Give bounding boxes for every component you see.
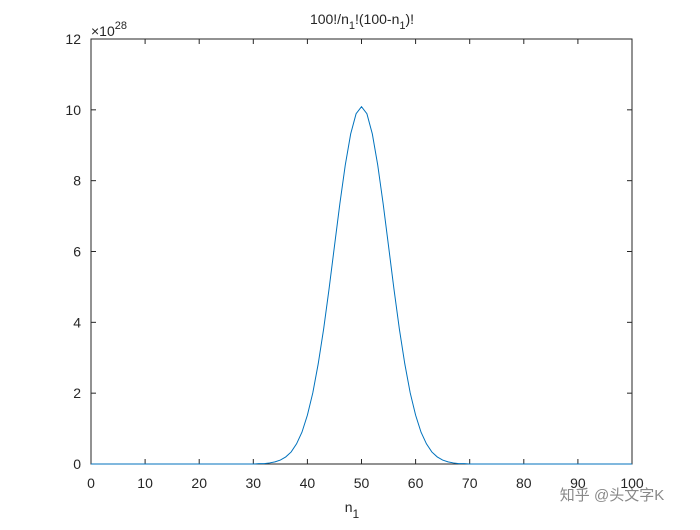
x-tick-label: 30	[246, 475, 262, 491]
y-tick-label: 4	[73, 314, 81, 330]
y-tick-label: 6	[73, 244, 81, 260]
y-exponent: ×1028	[91, 20, 127, 39]
plot-box	[90, 38, 633, 465]
y-tick-label: 10	[65, 102, 81, 118]
x-tick-label: 0	[87, 475, 95, 491]
line	[91, 105, 632, 465]
x-tick-label: 50	[354, 475, 370, 491]
x-tick-label: 20	[191, 475, 207, 491]
y-tick-label: 8	[73, 173, 81, 189]
x-tick-label: 100	[620, 475, 644, 491]
x-tick-label: 90	[570, 475, 586, 491]
y-tick-label: 2	[73, 385, 81, 401]
x-tick-label: 60	[408, 475, 424, 491]
y-tick-label: 0	[73, 456, 81, 472]
x-tick-label: 80	[516, 475, 532, 491]
x-axis-label: n1	[345, 499, 360, 521]
x-tick-label: 10	[137, 475, 153, 491]
x-tick-label: 70	[462, 475, 478, 491]
chart-title: 100!/n1!(100-n1)!	[310, 11, 414, 32]
y-tick-label: 12	[65, 31, 81, 47]
watermark: 知乎 @头文字K	[560, 487, 664, 504]
x-tick-label: 40	[300, 475, 316, 491]
